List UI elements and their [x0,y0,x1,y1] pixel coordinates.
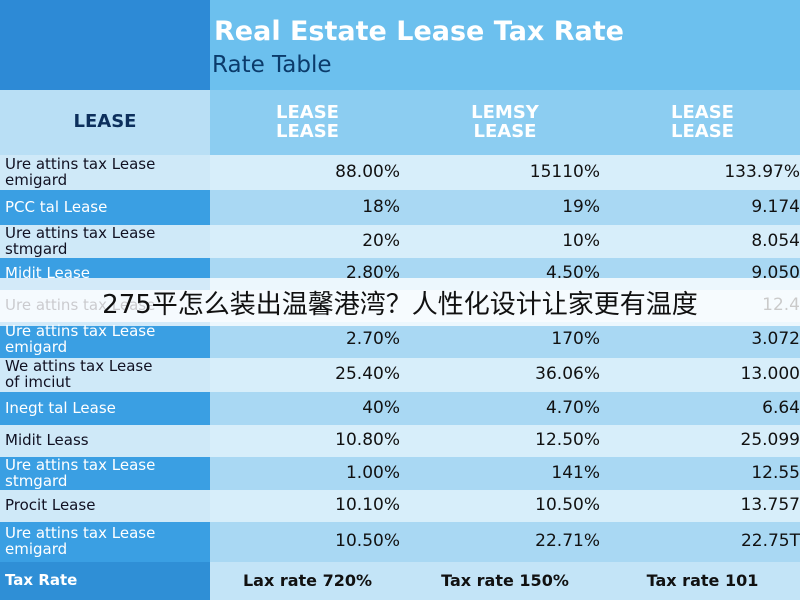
subtitle: Rate Table [212,52,332,78]
cell-value: 13.000 [605,358,800,392]
footer-cell: Tax rate 101 [605,562,800,600]
column-header: LEASE LEASE [210,90,405,155]
footer-cell: Lax rate 720% [210,562,405,600]
cell-value: 10.80% [210,425,405,457]
cell-value: 20% [210,225,405,258]
row-label: Inegt tal Lease [0,392,210,425]
cell-value: 1.00% [210,457,405,490]
cell-value: 22.75T [605,522,800,562]
cell-value: 10.50% [405,490,605,522]
cell-value: 13.757 [605,490,800,522]
row-label: Ure attins tax Lease emigard [0,522,210,562]
cell-value: 2.70% [210,322,405,358]
cell-value: 36.06% [405,358,605,392]
cell-value: 3.072 [605,322,800,358]
cell-value: 12.55 [605,457,800,490]
row-label: PCC tal Lease [0,190,210,225]
cell-value: 141% [405,457,605,490]
row-label: Ure attins tax Lease stmgard [0,225,210,258]
cell-value: 10.50% [210,522,405,562]
cell-value: 88.00% [210,155,405,190]
cell-value: 10.10% [210,490,405,522]
column-header: LEASE LEASE [605,90,800,155]
cell-value: 18% [210,190,405,225]
row-label: Procit Lease [0,490,210,522]
cell-value: 12.50% [405,425,605,457]
cell-value: 10% [405,225,605,258]
cell-value: 22.71% [405,522,605,562]
row-label: Ure attins tax Lease emigard [0,155,210,190]
cell-value: 4.70% [405,392,605,425]
cell-value: 170% [405,322,605,358]
cell-value: 25.40% [210,358,405,392]
row-label: Ure attins tax Lease stmgard [0,457,210,490]
cell-value: 19% [405,190,605,225]
footer-cell: Tax Rate [0,562,210,600]
cell-value: 40% [210,392,405,425]
cell-value: 25.099 [605,425,800,457]
banner: 275平怎么装出温馨港湾？人性化设计让家更有温度 [0,278,800,326]
footer-cell: Tax rate 150% [405,562,605,600]
header: Real Estate Lease Tax Rate Rate Table [0,0,800,90]
cell-value: 9.174 [605,190,800,225]
row-label: Ure attins tax Lease emigard [0,322,210,358]
row-label: We attins tax Lease of imciut [0,358,210,392]
cell-value: 15110% [405,155,605,190]
column-header: LEASE [0,90,210,155]
title: Real Estate Lease Tax Rate [214,16,624,47]
column-header: LEMSY LEASE [405,90,605,155]
cell-value: 6.64 [605,392,800,425]
row-label: Midit Leass [0,425,210,457]
cell-value: 8.054 [605,225,800,258]
cell-value: 133.97% [605,155,800,190]
